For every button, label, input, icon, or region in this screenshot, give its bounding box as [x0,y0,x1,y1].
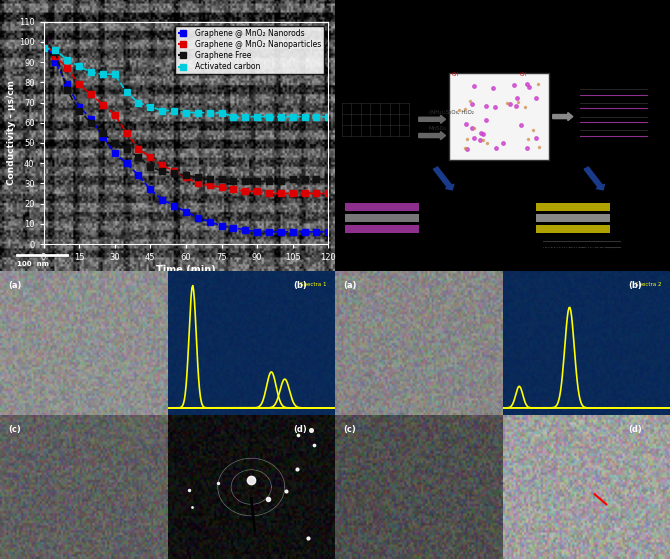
Text: 100  nm: 100 nm [17,260,49,267]
FancyArrow shape [553,112,573,121]
Text: Graphene sheet: Graphene sheet [543,244,606,250]
FancyBboxPatch shape [449,73,549,160]
Text: Spectra 1: Spectra 1 [300,282,327,287]
Text: (c): (c) [343,425,356,434]
Text: Nanorods: Nanorods [369,190,407,196]
Text: (b): (b) [293,281,307,290]
Text: MnSO₄: MnSO₄ [429,126,447,131]
Text: OH: OH [452,72,460,77]
Y-axis label: Conductivity – μs/cm: Conductivity – μs/cm [7,80,16,186]
Text: (b): (b) [628,281,642,290]
FancyBboxPatch shape [345,214,419,222]
X-axis label: Time (min): Time (min) [156,265,216,275]
Text: (a): (a) [343,281,356,290]
FancyBboxPatch shape [345,225,419,233]
FancyArrow shape [584,167,604,190]
Text: (a): (a) [8,281,21,290]
FancyArrow shape [419,131,446,140]
Text: (d): (d) [293,425,307,434]
Legend: Graphene @ MnO₂ Nanorods, Graphene @ MnO₂ Nanoparticles, Graphene Free, Activate: Graphene @ MnO₂ Nanorods, Graphene @ MnO… [175,26,324,74]
FancyBboxPatch shape [536,203,610,211]
Text: Spectra 2: Spectra 2 [635,282,662,287]
Text: OH: OH [519,72,527,77]
FancyArrow shape [433,167,454,190]
Text: (NH₄)₂S₂O₈, H₂O₂: (NH₄)₂S₂O₈, H₂O₂ [429,110,474,115]
FancyBboxPatch shape [536,214,610,222]
FancyBboxPatch shape [536,225,610,233]
Text: (c): (c) [8,425,21,434]
FancyArrow shape [419,115,446,124]
Text: (d): (d) [628,425,642,434]
Text: Nanoparticles: Nanoparticles [546,190,601,196]
FancyBboxPatch shape [345,203,419,211]
